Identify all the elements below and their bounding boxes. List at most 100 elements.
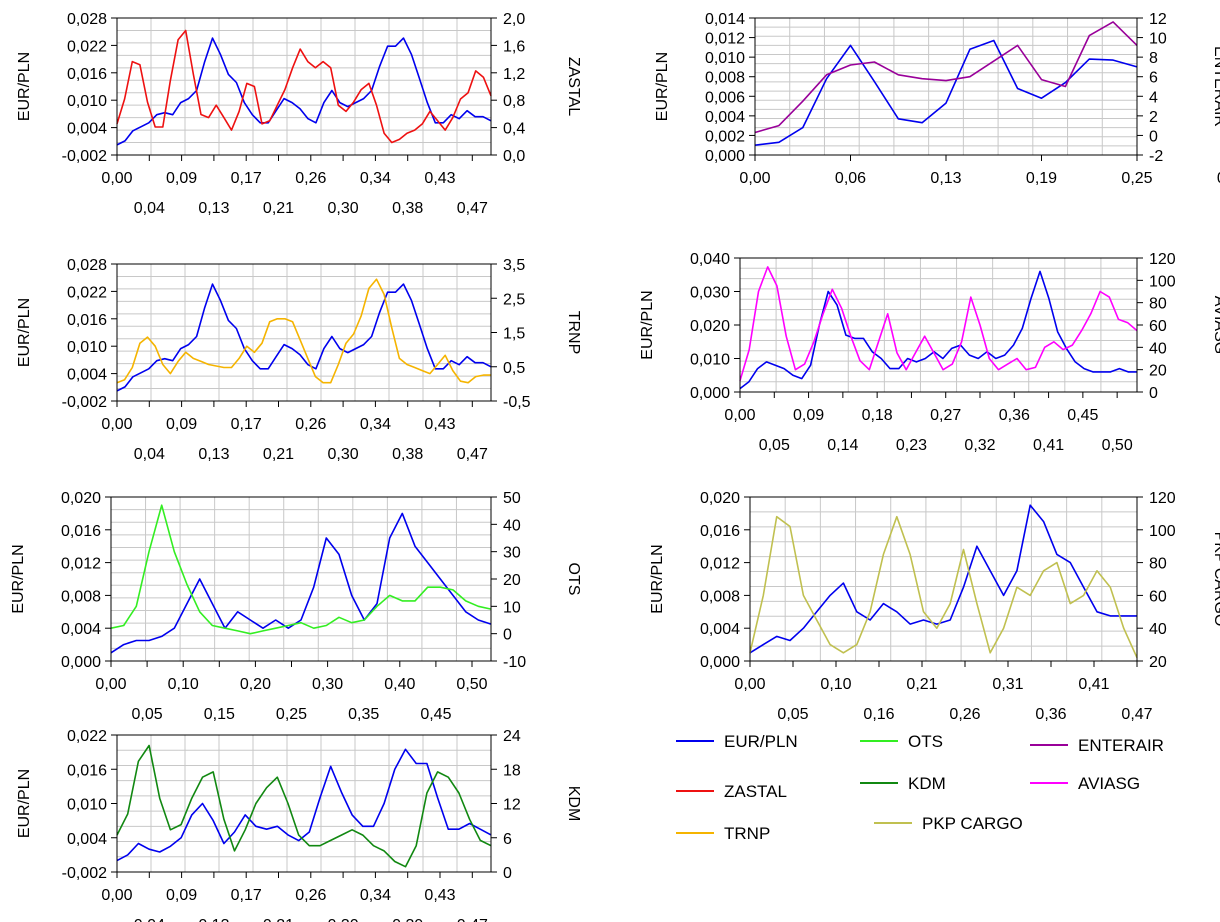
x-tick-label: 0,00: [724, 407, 755, 424]
x-tick-label: 0,15: [204, 706, 235, 723]
legend: EUR/PLN OTS ENTERAIR ZASTAL KDM AVIASG TRNP PKP…: [676, 732, 1164, 843]
y-right-tick-label: 60: [1149, 588, 1167, 605]
y-right-tick-label: 80: [1149, 296, 1167, 313]
legend-item: TRNP: [676, 824, 770, 843]
x-tick-label: 0,31: [1217, 170, 1220, 187]
plot-area: [750, 497, 1137, 661]
y-right-tick-label: 20: [1149, 363, 1167, 380]
x-tick-label: 0,26: [295, 170, 326, 187]
y-right-tick-label: 2,0: [503, 11, 525, 28]
y-right-tick-label: 0: [503, 627, 512, 644]
x-tick-label: 0,13: [198, 917, 229, 922]
y-right-tick-label: 60: [1149, 318, 1167, 335]
x-tick-label: 0,39: [392, 917, 423, 922]
legend-label: ENTERAIR: [1078, 736, 1164, 755]
x-tick-label: 0,45: [420, 706, 451, 723]
y-right-axis-title: ZASTAL: [565, 57, 582, 116]
y-left-axis-title: EUR/PLN: [654, 52, 671, 121]
y-right-tick-label: 0: [503, 865, 512, 882]
legend-label: TRNP: [724, 824, 770, 843]
series-line-ots: [110, 504, 492, 635]
x-tick-label: 0,38: [392, 446, 423, 463]
y-right-tick-label: 18: [503, 762, 521, 779]
x-tick-label: 0,13: [198, 446, 229, 463]
x-tick-label: 0,50: [456, 676, 487, 693]
y-left-tick-label: 0,022: [67, 728, 107, 745]
series-line-kdm: [116, 744, 492, 868]
y-left-tick-label: 0,040: [690, 251, 730, 268]
plot-frame: [739, 257, 1138, 393]
x-tick-label: 0,10: [820, 676, 851, 693]
y-right-tick-label: -0,5: [503, 394, 531, 411]
series-line-eur-pln: [110, 512, 492, 654]
x-tick-label: 0,05: [777, 706, 808, 723]
legend-label: KDM: [908, 774, 946, 793]
series-line-enterair: [754, 21, 1138, 134]
y-right-tick-label: 0,8: [503, 93, 525, 110]
y-left-tick-label: 0,020: [61, 490, 101, 507]
series-line-eur-pln: [754, 39, 1138, 146]
y-right-tick-label: 6: [503, 831, 512, 848]
chart-pkp-cargo: 0,020 0,016 0,012 0,008 0,004 0,000 120 100 80 60…: [649, 490, 1220, 723]
legend-label: PKP CARGO: [922, 814, 1023, 833]
y-right-tick-label: 24: [503, 728, 521, 745]
x-tick-label: 0,43: [424, 170, 455, 187]
legend-item: PKP CARGO: [874, 814, 1023, 833]
plot-area: [117, 18, 491, 155]
series-line-eur-pln: [739, 270, 1137, 390]
y-left-tick-label: 0,004: [67, 831, 107, 848]
y-right-tick-label: 30: [503, 545, 521, 562]
plot-frame: [116, 263, 492, 402]
y-right-tick-label: 40: [503, 517, 521, 534]
plot-frame: [749, 496, 1138, 662]
plot-frame: [116, 734, 492, 873]
plot-area: [740, 258, 1137, 392]
chart-kdm: 0,022 0,016 0,010 0,004 -0,002 24 18 12 6 0 0,00 0,…: [16, 728, 582, 922]
y-right-tick-label: 0,5: [503, 360, 525, 377]
chart-trnp: 0,028 0,022 0,016 0,010 0,004 -0,002 3,5 2,5 1,5…: [16, 257, 582, 463]
grid: [111, 497, 491, 661]
x-tick-label: 0,19: [1026, 170, 1057, 187]
y-left-tick-label: 0,020: [700, 490, 740, 507]
x-tick-label: 0,00: [739, 170, 770, 187]
y-right-tick-label: 120: [1149, 490, 1176, 507]
y-right-axis-title: ENTERAIR: [1211, 46, 1220, 127]
legend-label: ZASTAL: [724, 782, 787, 801]
x-tick-label: 0,00: [95, 676, 126, 693]
y-left-tick-label: 0,030: [690, 285, 730, 302]
y-right-tick-label: 100: [1149, 523, 1176, 540]
x-tick-label: 0,35: [348, 706, 379, 723]
y-right-tick-label: 3,5: [503, 257, 525, 274]
y-left-tick-label: 0,000: [700, 654, 740, 671]
legend-item: EUR/PLN: [676, 732, 798, 751]
y-right-tick-label: 40: [1149, 340, 1167, 357]
y-left-tick-label: 0,016: [61, 523, 101, 540]
legend-item: OTS: [860, 732, 943, 751]
series-line-eur-pln: [116, 748, 492, 862]
x-tick-label: 0,34: [360, 416, 391, 433]
y-left-tick-label: 0,000: [705, 148, 745, 165]
y-right-tick-label: 12: [1149, 11, 1167, 28]
x-tick-label: 0,20: [240, 676, 271, 693]
y-right-tick-label: 2: [1149, 109, 1158, 126]
y-left-tick-label: 0,010: [705, 50, 745, 67]
x-tick-label: 0,09: [166, 170, 197, 187]
y-right-axis-title: AVIASG: [1211, 296, 1220, 354]
x-tick-label: 0,18: [862, 407, 893, 424]
y-right-tick-label: 6: [1149, 70, 1158, 87]
y-left-tick-label: 0,010: [690, 352, 730, 369]
series-line-trnp: [116, 278, 491, 384]
x-tick-label: 0,17: [231, 170, 262, 187]
y-right-tick-label: 10: [503, 599, 521, 616]
x-tick-label: 0,26: [295, 887, 326, 904]
y-right-tick-label: 100: [1149, 273, 1176, 290]
x-tick-label: 0,41: [1033, 437, 1064, 454]
plot-area: [117, 264, 491, 401]
y-left-tick-label: 0,008: [61, 588, 101, 605]
y-right-tick-label: 120: [1149, 251, 1176, 268]
y-left-tick-label: -0,002: [62, 865, 107, 882]
x-tick-label: 0,34: [360, 887, 391, 904]
x-tick-label: 0,43: [424, 416, 455, 433]
x-tick-label: 0,23: [896, 437, 927, 454]
y-left-tick-label: 0,020: [690, 318, 730, 335]
